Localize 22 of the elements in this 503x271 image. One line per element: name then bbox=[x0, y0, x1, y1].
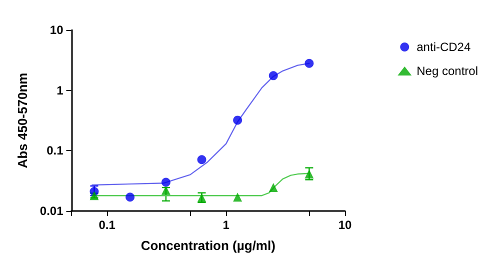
x-tick-label: 10 bbox=[338, 218, 352, 232]
point bbox=[126, 192, 135, 202]
y-tick-label: 0.01 bbox=[40, 204, 64, 218]
point bbox=[268, 183, 278, 192]
point bbox=[161, 178, 170, 187]
point bbox=[304, 170, 314, 179]
legend-label: Neg control bbox=[416, 64, 478, 78]
point bbox=[90, 191, 99, 200]
y-axis-title: Abs 450-570nm bbox=[15, 72, 30, 168]
y-tick-label: 0.1 bbox=[46, 144, 64, 158]
x-tick-label: 0.1 bbox=[98, 218, 116, 232]
point bbox=[161, 186, 170, 195]
point bbox=[233, 116, 242, 125]
x-tick-label: 1 bbox=[222, 218, 230, 232]
point bbox=[304, 58, 314, 68]
x-axis-title: Concentration (µg/ml) bbox=[140, 238, 276, 253]
legend-label: anti-CD24 bbox=[416, 40, 471, 54]
point bbox=[233, 192, 242, 202]
point bbox=[268, 71, 278, 80]
y-tick-label: 1 bbox=[56, 83, 64, 98]
point bbox=[197, 155, 206, 164]
y-tick-label: 10 bbox=[50, 23, 64, 37]
